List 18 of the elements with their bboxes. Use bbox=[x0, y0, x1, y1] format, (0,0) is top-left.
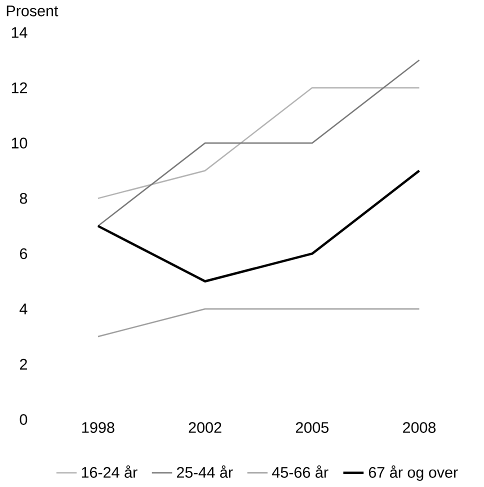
x-tick-label: 2002 bbox=[189, 422, 222, 433]
y-tick-label: 14 bbox=[12, 27, 28, 38]
y-tick-label: 10 bbox=[12, 138, 28, 148]
x-tick-label: 1998 bbox=[82, 422, 115, 433]
line-series bbox=[97, 170, 421, 282]
y-tick-label: 12 bbox=[12, 82, 28, 94]
legend-label: 67 år og over bbox=[369, 465, 458, 481]
y-axis-title: Prosent bbox=[7, 6, 58, 16]
legend-label: 45-66 år bbox=[272, 465, 329, 478]
y-tick-label: 4 bbox=[20, 304, 28, 314]
legend-label: 25-44 år bbox=[177, 465, 234, 478]
x-tick-label: 2008 bbox=[403, 422, 436, 433]
y-tick-label: 8 bbox=[20, 192, 28, 204]
legend-label: 16-24 år bbox=[82, 465, 138, 478]
x-tick-label: 2005 bbox=[296, 422, 329, 433]
y-tick-label: 2 bbox=[20, 358, 28, 370]
y-tick-label: 0 bbox=[20, 414, 28, 425]
y-tick-label: 6 bbox=[20, 248, 28, 260]
